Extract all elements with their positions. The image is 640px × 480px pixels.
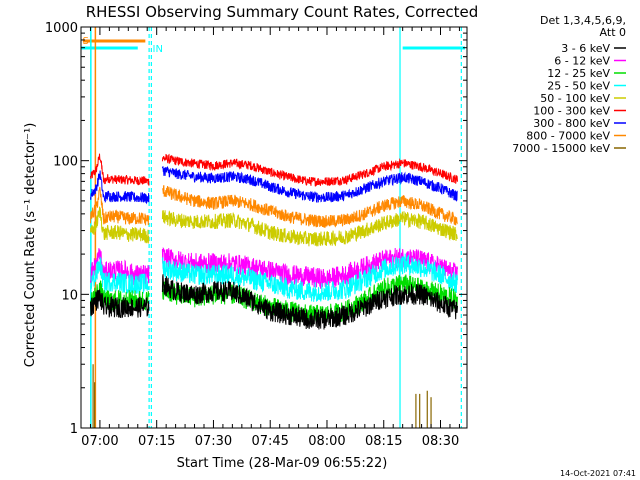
series-line [162, 185, 458, 229]
series-line [90, 206, 150, 244]
series-layer [90, 153, 458, 428]
annotation-s: S [83, 36, 89, 47]
legend-label: 6 - 12 keV [554, 55, 610, 68]
legend-header: Att 0 [600, 26, 626, 39]
x-tick-label: 07:45 [251, 434, 288, 449]
series-100-300-kev [90, 153, 458, 187]
legend-label: 50 - 100 keV [540, 92, 610, 105]
x-tick-label: 07:30 [195, 434, 232, 449]
x-tick-label: 07:00 [81, 434, 118, 449]
series-line [161, 274, 458, 330]
legend-label: 800 - 7000 keV [526, 130, 610, 143]
series-line [90, 153, 150, 186]
series-line [90, 288, 150, 319]
legend-header: Det 1,3,4,5,6,9, [540, 14, 626, 27]
series-800-7000-kev [90, 185, 458, 229]
series-line [90, 170, 150, 205]
legend-label: 7000 - 15000 keV [512, 142, 610, 155]
series-25-50-kev [90, 253, 458, 302]
y-tick-label: 100 [53, 155, 78, 170]
series-line [161, 165, 458, 204]
chart-title: RHESSI Observing Summary Count Rates, Co… [86, 3, 479, 21]
series-7000-15000-kev [92, 364, 432, 428]
series-50-100-kev [90, 206, 458, 247]
x-tick-label: 07:15 [138, 434, 175, 449]
x-axis-label: Start Time (28-Mar-09 06:55:22) [177, 456, 388, 471]
x-tick-label: 08:00 [308, 434, 345, 449]
series-line [161, 253, 458, 302]
plot-frame [80, 26, 468, 429]
series-line [161, 153, 458, 187]
legend-label: 25 - 50 keV [547, 80, 610, 93]
legend-label: 12 - 25 keV [547, 67, 610, 80]
x-tick-label: 08:30 [422, 434, 459, 449]
y-axis-label: Corrected Count Rate (s⁻¹ detector⁻¹) [23, 123, 38, 368]
series-300-800-kev [90, 165, 458, 205]
legend-label: 3 - 6 keV [561, 42, 610, 55]
annotation-in: IN [153, 44, 163, 55]
y-tick-label: 10 [61, 288, 78, 303]
series-3-6-kev [90, 274, 458, 330]
series-line [90, 186, 150, 226]
series-line [161, 210, 458, 247]
y-tick-label: 1000 [45, 21, 78, 36]
y-tick-label: 1 [70, 422, 78, 437]
legend-label: 300 - 800 keV [533, 117, 610, 130]
axes: 1 10 100 1000 07:00 07:15 07:30 07:45 08:00 08:15… [45, 21, 468, 449]
x-tick-label: 08:15 [365, 434, 402, 449]
footer-date: 14-Oct-2021 07:41 [560, 469, 636, 478]
legend-label: 100 - 300 keV [533, 105, 610, 118]
series-line [90, 256, 150, 295]
